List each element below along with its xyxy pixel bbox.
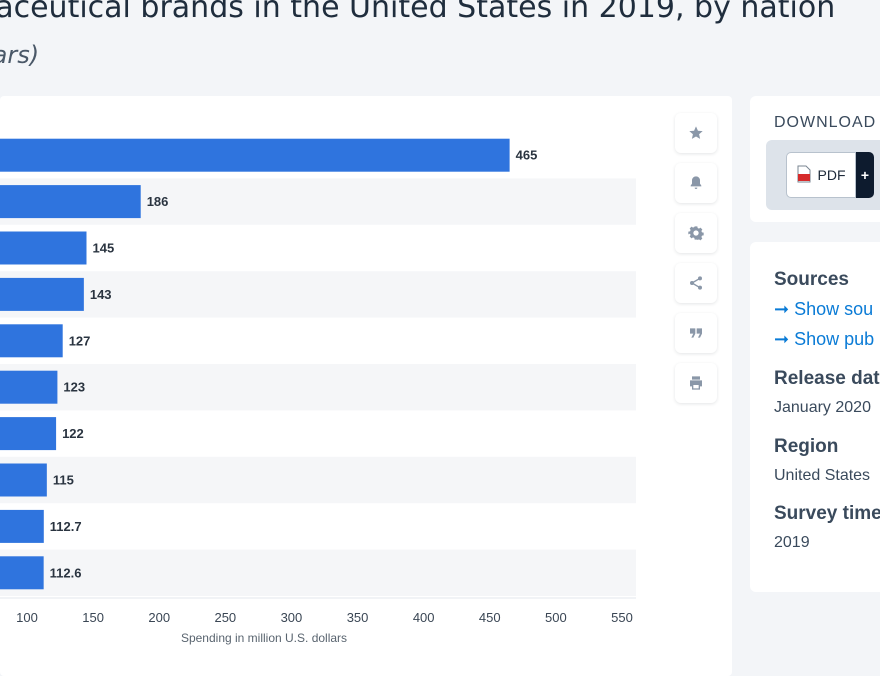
download-options: PDF + bbox=[766, 140, 880, 210]
bar-value-label: 186 bbox=[147, 194, 169, 209]
star-icon bbox=[688, 125, 704, 141]
print-icon bbox=[688, 375, 704, 391]
sources-heading: Sources bbox=[774, 269, 849, 290]
pdf-file-icon bbox=[797, 165, 811, 186]
pdf-download-button[interactable]: PDF bbox=[786, 152, 856, 198]
page-title: maceutical brands in the United States i… bbox=[0, 0, 836, 25]
bar-value-label: 143 bbox=[90, 287, 112, 302]
bar bbox=[0, 277, 84, 311]
share-button[interactable] bbox=[675, 263, 717, 303]
settings-button[interactable] bbox=[675, 213, 717, 253]
cite-button[interactable] bbox=[675, 313, 717, 353]
bar bbox=[0, 417, 57, 451]
bar bbox=[0, 509, 44, 543]
x-tick-label: 250 bbox=[214, 610, 236, 625]
bar-value-label: 127 bbox=[69, 333, 91, 348]
bar-chart: 465 186 145 143 127 123 122 115 112.7 112.6 100 150… bbox=[0, 138, 636, 645]
x-tick-label: 350 bbox=[347, 610, 369, 625]
show-source-link[interactable]: ➞ Show sou bbox=[774, 299, 874, 319]
show-publisher-link[interactable]: ➞ Show pub bbox=[774, 329, 875, 349]
download-title: DOWNLOAD bbox=[774, 114, 877, 131]
bar-value-label: 145 bbox=[93, 241, 115, 256]
info-card: Sources ➞ Show sou ➞ Show pub Release da… bbox=[750, 242, 880, 592]
x-tick-label: 100 bbox=[16, 610, 38, 625]
share-icon bbox=[688, 275, 704, 291]
x-tick-label: 150 bbox=[82, 610, 104, 625]
release-date-value: January 2020 bbox=[774, 399, 871, 416]
bar bbox=[0, 463, 47, 497]
bar bbox=[0, 185, 141, 219]
notification-button[interactable] bbox=[675, 163, 717, 203]
bar bbox=[0, 556, 44, 590]
pdf-label: PDF bbox=[817, 167, 846, 183]
bar bbox=[0, 324, 63, 358]
row-stripe bbox=[0, 271, 636, 318]
x-tick-label: 500 bbox=[545, 610, 567, 625]
bar-value-label: 465 bbox=[516, 148, 538, 163]
x-tick-label: 450 bbox=[479, 610, 501, 625]
x-tick-label: 200 bbox=[148, 610, 170, 625]
download-card: DOWNLOAD PDF + bbox=[750, 96, 880, 222]
row-stripe bbox=[0, 364, 636, 411]
survey-time-heading: Survey time bbox=[774, 503, 880, 524]
region-value: United States bbox=[774, 467, 871, 484]
bar-value-label: 115 bbox=[53, 473, 74, 488]
row-stripe bbox=[0, 549, 636, 596]
row-stripe bbox=[0, 456, 636, 504]
x-tick-label: 300 bbox=[281, 610, 303, 625]
quote-icon bbox=[688, 325, 704, 341]
bar bbox=[0, 231, 87, 265]
page-subtitle: lars) bbox=[0, 41, 40, 69]
region-heading: Region bbox=[774, 436, 839, 457]
favorite-button[interactable] bbox=[675, 113, 717, 153]
gear-icon bbox=[688, 225, 704, 241]
pdf-more-button[interactable]: + bbox=[856, 152, 874, 198]
x-tick-label: 550 bbox=[611, 610, 633, 625]
x-axis-title: Spending in million U.S. dollars bbox=[181, 631, 347, 645]
survey-time-value: 2019 bbox=[774, 534, 810, 551]
bar bbox=[0, 370, 58, 404]
bell-icon bbox=[688, 175, 704, 191]
bar-value-label: 122 bbox=[62, 426, 84, 441]
release-date-heading: Release dat bbox=[774, 368, 880, 389]
print-button[interactable] bbox=[675, 363, 717, 403]
bar bbox=[0, 138, 510, 172]
bar-value-label: 123 bbox=[63, 380, 85, 395]
bar-value-label: 112.7 bbox=[50, 519, 82, 534]
bar-value-label: 112.6 bbox=[50, 565, 82, 580]
x-tick-label: 400 bbox=[413, 610, 435, 625]
